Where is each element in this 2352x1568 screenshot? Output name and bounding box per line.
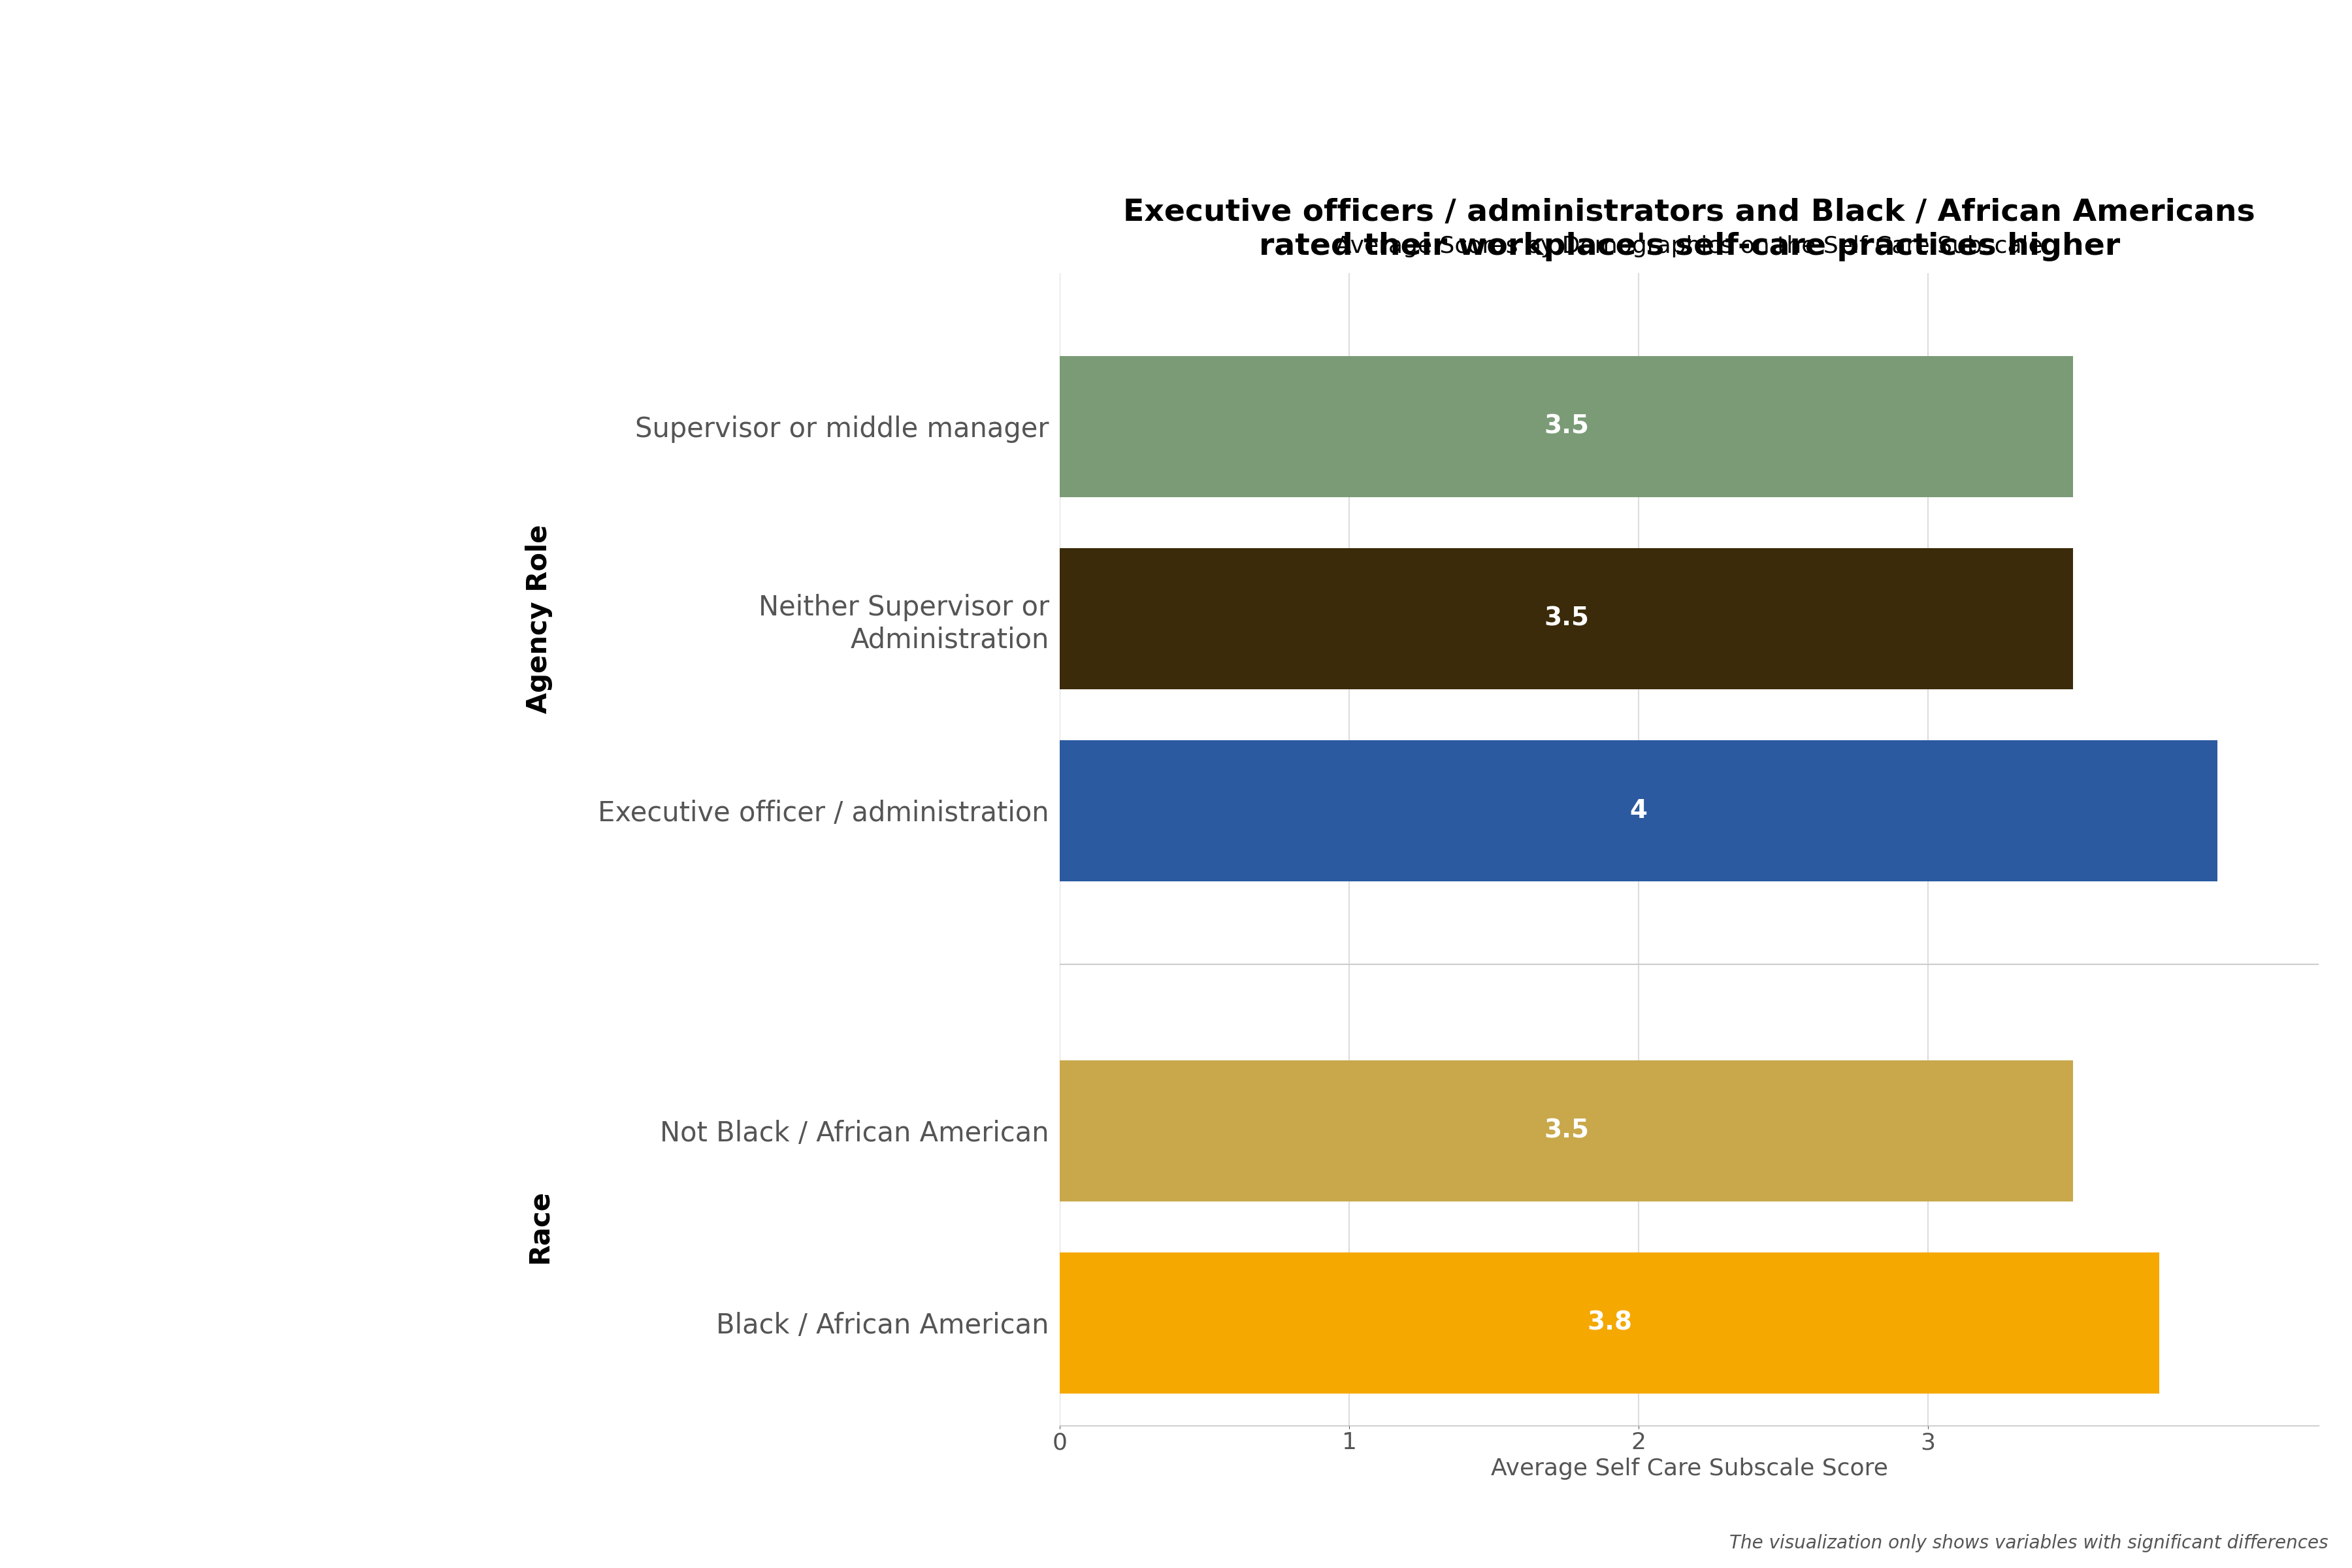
- Bar: [1061, 740, 2218, 881]
- Bar: [1061, 1060, 2072, 1201]
- Title: Executive officers / administrators and Black / African Americans
rated their wo: Executive officers / administrators and …: [1124, 198, 2256, 262]
- Text: The visualization only shows variables with significant differences: The visualization only shows variables w…: [1729, 1534, 2328, 1552]
- Text: 3.8: 3.8: [1588, 1311, 1632, 1336]
- Bar: [1061, 1253, 2159, 1394]
- Text: 3.5: 3.5: [1543, 1118, 1590, 1143]
- Text: Average Scores by Demographics on the Self Care Subscale: Average Scores by Demographics on the Se…: [1336, 235, 2044, 257]
- Text: Race: Race: [524, 1190, 553, 1264]
- Text: 3.5: 3.5: [1543, 607, 1590, 630]
- X-axis label: Average Self Care Subscale Score: Average Self Care Subscale Score: [1491, 1458, 1889, 1480]
- Bar: [1061, 549, 2072, 688]
- Text: 3.5: 3.5: [1543, 414, 1590, 439]
- Bar: [1061, 356, 2072, 497]
- Text: Agency Role: Agency Role: [524, 524, 553, 713]
- Text: 4: 4: [1630, 798, 1646, 823]
